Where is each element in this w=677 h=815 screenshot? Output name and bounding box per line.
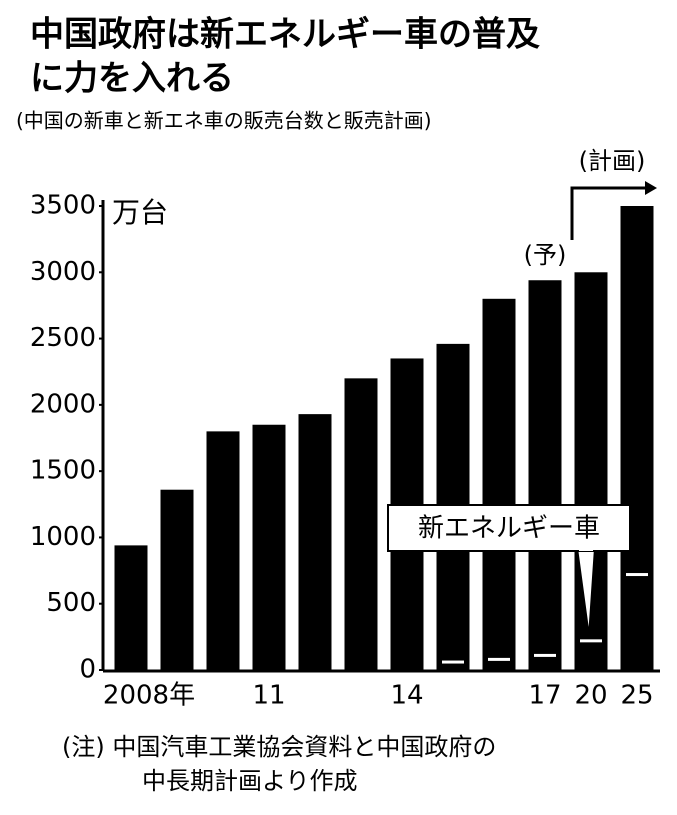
chart-subtitle: (中国の新車と新エネ車の販売台数と販売計画) — [16, 109, 432, 133]
nev-level — [580, 639, 602, 643]
bar — [252, 424, 286, 670]
nev-level — [534, 653, 556, 657]
y-tick-label: 2000 — [30, 389, 96, 419]
legend-label: 新エネルギー車 — [418, 514, 600, 544]
label-box — [387, 504, 631, 552]
x-tick-label: 2008年 — [103, 681, 195, 711]
y-tick-label: 1500 — [30, 456, 96, 486]
y-tick-label: 2500 — [30, 323, 96, 353]
y-tick-label: 1000 — [30, 522, 96, 552]
bar — [160, 489, 194, 670]
bar — [114, 545, 148, 670]
bar — [528, 280, 562, 670]
y-tick-label: 500 — [46, 588, 96, 618]
y-tick-label: 3000 — [30, 257, 96, 287]
x-tick-label: 14 — [390, 681, 423, 711]
chart-title: 中国政府は新エネルギー車の普及 — [30, 15, 540, 55]
bar — [298, 414, 332, 670]
nev-level — [488, 657, 510, 661]
label-box-cover — [579, 545, 593, 551]
note: (注) 中国汽車工業協会資料と中国政府の — [62, 733, 496, 761]
y-tick-label: 3500 — [30, 191, 96, 221]
forecast-label: (予) — [524, 241, 567, 269]
x-tick-label: 25 — [620, 681, 653, 711]
x-tick-label: 11 — [252, 681, 285, 711]
y-tick-label: 0 — [79, 655, 96, 685]
bar — [620, 206, 654, 670]
note: 中長期計画より作成 — [142, 767, 358, 795]
x-tick-label: 20 — [574, 681, 607, 711]
nev-level — [442, 660, 464, 664]
plan-bracket — [570, 186, 648, 240]
chart-title: に力を入れる — [30, 59, 234, 99]
plan-arrow — [645, 181, 657, 195]
unit-label: 万台 — [112, 196, 168, 229]
plan-label: (計画) — [579, 147, 646, 175]
bar — [482, 298, 516, 670]
x-tick-label: 17 — [528, 681, 561, 711]
nev-level — [626, 573, 648, 577]
bar — [206, 431, 240, 670]
bar — [344, 378, 378, 670]
